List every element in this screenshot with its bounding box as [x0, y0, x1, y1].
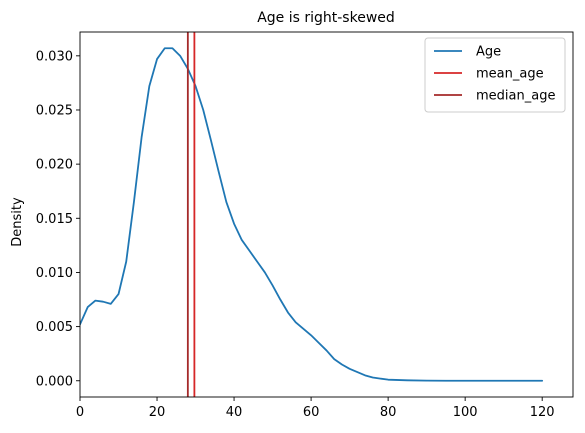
legend-label-age: Age [476, 45, 501, 60]
y-tick-label: 0.005 [36, 320, 73, 335]
age-density-line [80, 47, 544, 382]
y-tick-label: 0.025 [36, 103, 73, 118]
x-tick-label: 120 [530, 405, 555, 420]
series-group [80, 32, 544, 397]
legend-label-mean-age: mean_age [476, 67, 544, 82]
x-tick-label: 60 [303, 405, 320, 420]
y-tick-label: 0.015 [36, 212, 73, 227]
x-tick-label: 40 [226, 405, 243, 420]
legend-label-median-age: median_age [476, 89, 555, 104]
y-tick-label: 0.030 [36, 49, 73, 64]
y-tick-label: 0.020 [36, 158, 73, 173]
x-tick-label: 0 [76, 405, 84, 420]
x-tick-label: 100 [453, 405, 478, 420]
plot-area: 0 20 40 60 80 100 120 0.000 0.005 0.010 0.015 0.020… [36, 31, 574, 420]
y-axis-label: Density [10, 197, 25, 247]
y-tick-label: 0.010 [36, 266, 73, 281]
x-tick-label: 80 [380, 405, 397, 420]
legend: Age mean_age median_age [424, 37, 566, 113]
chart-title: Age is right-skewed [257, 10, 395, 26]
x-tick-label: 20 [149, 405, 166, 420]
legend-box [424, 37, 566, 113]
y-tick-label: 0.000 [36, 374, 73, 389]
plot-frame [79, 31, 574, 398]
